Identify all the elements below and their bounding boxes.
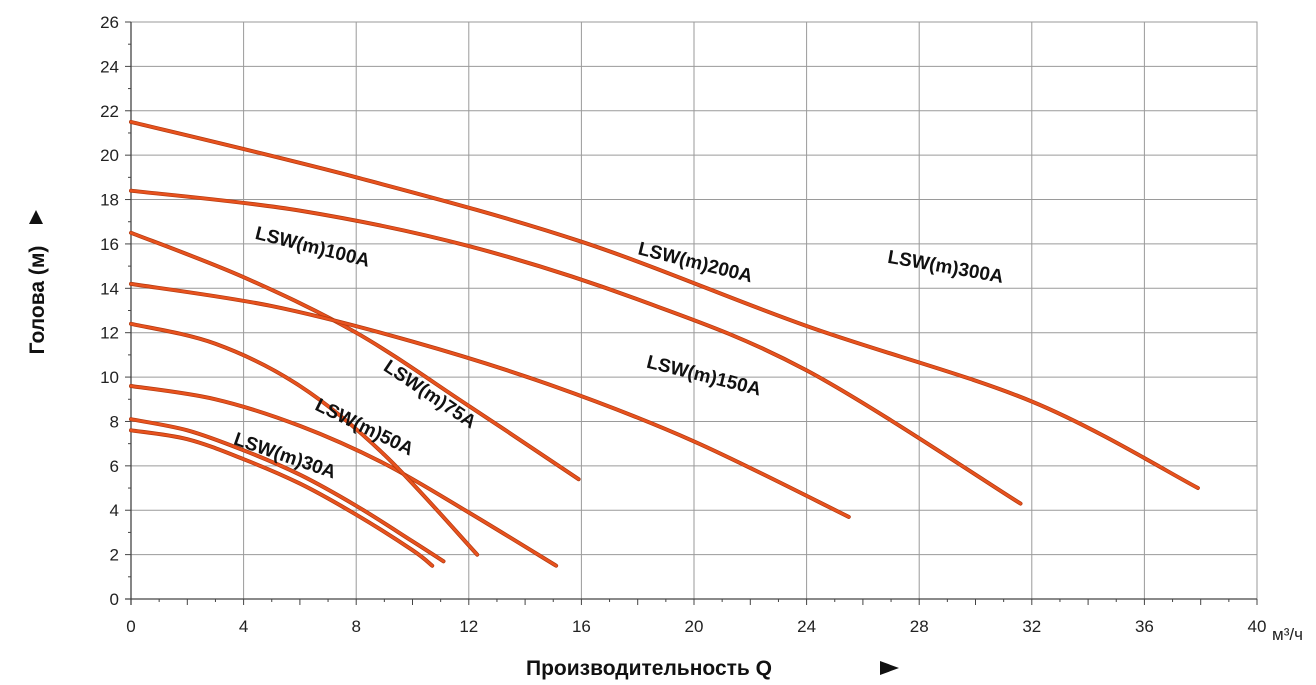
series-line-shadow	[129, 281, 851, 519]
x-tick-label: 32	[1022, 617, 1041, 636]
y-tick-label: 20	[100, 146, 119, 165]
series-line	[129, 231, 580, 481]
x-tick-label: 20	[685, 617, 704, 636]
series-line	[129, 120, 1200, 490]
series-line	[129, 384, 558, 567]
series-line	[129, 417, 445, 563]
x-tick-label: 28	[910, 617, 929, 636]
y-tick-label: 10	[100, 368, 119, 387]
series-line	[129, 429, 434, 567]
y-tick-label: 8	[110, 412, 119, 431]
y-tick-label: 24	[100, 57, 119, 76]
curve-label: LSW(m)50A	[312, 395, 417, 461]
y-tick-label: 22	[100, 102, 119, 121]
x-tick-label: 4	[239, 617, 248, 636]
y-axis-arrow-icon	[29, 210, 43, 224]
y-tick-label: 2	[110, 546, 119, 565]
series-line	[129, 282, 851, 519]
y-tick-label: 16	[100, 235, 119, 254]
x-tick-label: 24	[797, 617, 816, 636]
y-axis-title: Голова (м)	[26, 246, 49, 355]
x-tick-label: 40	[1248, 617, 1267, 636]
y-tick-label: 4	[110, 501, 119, 520]
axes	[125, 21, 1258, 605]
curve-label: LSW(m)150A	[644, 352, 763, 401]
series-line-shadow	[129, 119, 1200, 490]
x-tick-label: 8	[351, 617, 360, 636]
y-tick-label: 18	[100, 191, 119, 210]
series-line	[129, 189, 1022, 505]
series-lines	[129, 119, 1200, 568]
x-axis-title: Производительность Q	[526, 657, 772, 680]
x-axis-arrow-icon	[880, 661, 899, 675]
curve-label: LSW(m)300A	[886, 247, 1005, 288]
series-line	[129, 322, 479, 556]
curve-label: LSW(m)100A	[253, 223, 372, 272]
y-tick-label: 26	[100, 13, 119, 32]
y-tick-label: 14	[100, 279, 119, 298]
tick-labels: 0 4 8 12 16 20 24 28 32 36 40024681012141618202224…	[100, 13, 1266, 636]
x-axis-unit: м³/ч	[1272, 625, 1303, 644]
y-tick-label: 12	[100, 324, 119, 343]
curve-label: LSW(m)200A	[636, 239, 755, 288]
x-tick-label: 36	[1135, 617, 1154, 636]
x-tick-label: 0	[126, 617, 135, 636]
y-tick-label: 6	[110, 457, 119, 476]
x-tick-label: 16	[572, 617, 591, 636]
x-tick-label: 12	[459, 617, 478, 636]
grid	[130, 21, 1258, 600]
y-tick-label: 0	[110, 590, 119, 609]
